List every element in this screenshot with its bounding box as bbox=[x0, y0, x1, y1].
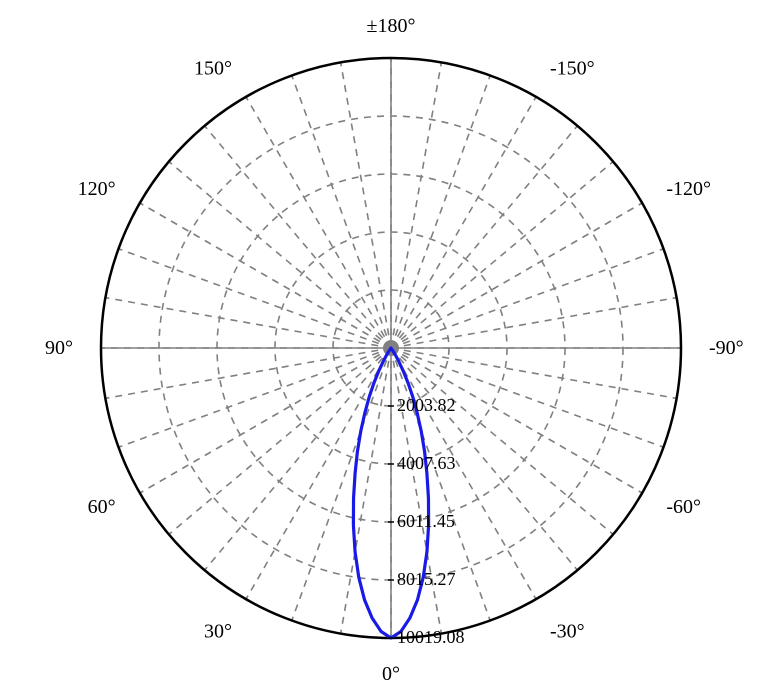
angle-label: 120° bbox=[78, 178, 116, 200]
grid-spoke bbox=[391, 126, 577, 348]
grid-spoke bbox=[118, 348, 391, 447]
grid-spoke bbox=[105, 298, 391, 348]
angle-label: -60° bbox=[666, 496, 701, 518]
radial-tick-label: 4007.63 bbox=[397, 453, 456, 473]
radial-tick-label: 10019.08 bbox=[397, 627, 465, 647]
angle-label: ±180° bbox=[367, 15, 416, 37]
grid-spoke bbox=[246, 348, 391, 599]
grid-spoke bbox=[341, 348, 391, 634]
angle-label: -30° bbox=[550, 620, 585, 642]
radial-tick-label: 8015.27 bbox=[397, 569, 456, 589]
radial-tick-label: 2003.82 bbox=[397, 395, 456, 415]
grid-spoke bbox=[341, 62, 391, 348]
grid-spoke bbox=[246, 97, 391, 348]
grid-spoke bbox=[140, 203, 391, 348]
polar-chart: 2003.82 4007.63 6011.45 8015.27 10019.08 0° 30… bbox=[0, 0, 783, 693]
angle-label: -150° bbox=[550, 58, 595, 80]
grid-spoke bbox=[391, 348, 677, 398]
grid-spoke bbox=[205, 348, 391, 570]
angle-label: 150° bbox=[194, 58, 232, 80]
grid-spoke bbox=[391, 348, 441, 634]
grid-spoke bbox=[391, 203, 642, 348]
angle-label: -120° bbox=[666, 178, 711, 200]
grid-spoke bbox=[391, 162, 613, 348]
radial-ticks: 2003.82 4007.63 6011.45 8015.27 10019.08 bbox=[388, 395, 465, 647]
grid-spoke bbox=[391, 97, 536, 348]
angle-label: 0° bbox=[382, 663, 400, 685]
angle-label: 60° bbox=[88, 496, 116, 518]
grid-spoke bbox=[169, 162, 391, 348]
grid-spoke bbox=[292, 75, 391, 348]
grid-spoke bbox=[391, 298, 677, 348]
radial-tick-label: 6011.45 bbox=[397, 511, 455, 531]
angle-label: 90° bbox=[45, 337, 73, 359]
grid-spoke bbox=[391, 62, 441, 348]
grid-spoke bbox=[140, 348, 391, 493]
angle-label: -90° bbox=[709, 337, 744, 359]
grid-spoke bbox=[205, 126, 391, 348]
grid-spoke bbox=[105, 348, 391, 398]
grid-spoke bbox=[391, 249, 664, 348]
grid-spoke bbox=[391, 348, 536, 599]
angle-label: 30° bbox=[204, 620, 232, 642]
